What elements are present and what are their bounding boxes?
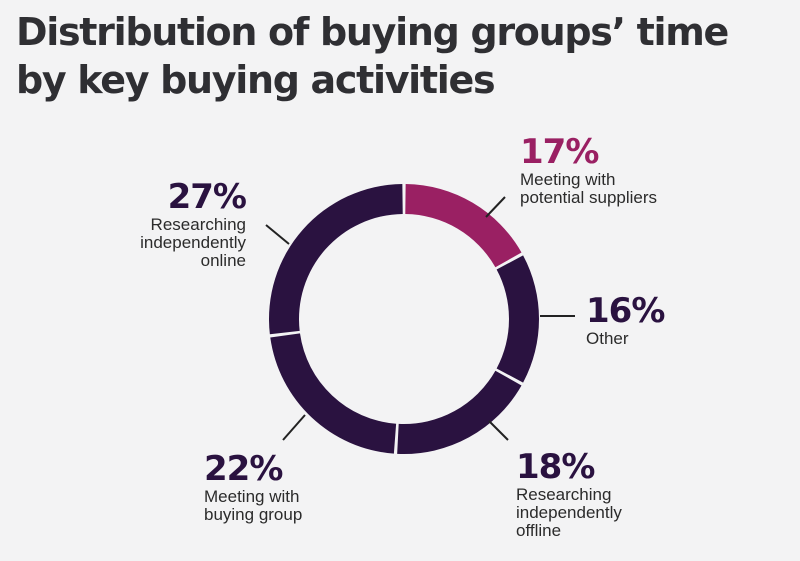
- chart-title-line-1: Distribution of buying groups’ time: [16, 10, 729, 54]
- donut-slice-1: [496, 255, 539, 383]
- donut-slice-2: [397, 370, 522, 454]
- callout-leader-line-2: [488, 420, 509, 441]
- chart-title: Distribution of buying groups’ time by k…: [16, 8, 776, 104]
- slice-pct-label: 16%: [586, 291, 665, 331]
- callout-other: 16% Other: [586, 291, 665, 348]
- slice-category-label: Meeting with buying group: [204, 487, 303, 524]
- callout-leader-line-0: [485, 196, 506, 218]
- slice-category-label: Other: [586, 329, 629, 348]
- slice-category-label: Researching independently offline: [516, 485, 622, 540]
- donut-slice-0: [405, 184, 522, 268]
- slice-pct-label: 27%: [167, 177, 247, 217]
- chart-title-line-2: by key buying activities: [16, 58, 496, 102]
- donut-slice-3: [270, 333, 397, 454]
- slice-pct-label: 22%: [204, 449, 283, 489]
- slice-category-label: Meeting with potential suppliers: [520, 170, 658, 207]
- slice-pct-label: 18%: [516, 447, 595, 487]
- callout-leader-line-3: [282, 414, 306, 441]
- slice-category-label: Researching independently online: [140, 215, 246, 270]
- donut-slice-4: [269, 184, 403, 335]
- callout-meeting-suppliers: 17% Meeting with potential suppliers: [520, 133, 657, 207]
- callout-meeting-buying-group: 22% Meeting with buying group: [204, 450, 302, 524]
- callout-research-online: 27% Researching independently online: [96, 177, 247, 270]
- slice-pct-label: 17%: [520, 132, 599, 172]
- callout-research-offline: 18% Researching independently offline: [516, 448, 622, 540]
- callout-leader-line-4: [265, 224, 290, 245]
